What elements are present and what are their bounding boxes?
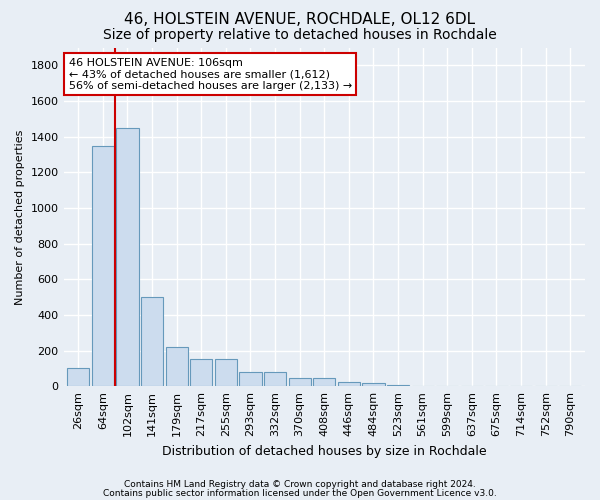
Bar bbox=[215, 358, 237, 386]
Bar bbox=[190, 358, 212, 386]
Bar bbox=[264, 372, 286, 386]
Y-axis label: Number of detached properties: Number of detached properties bbox=[15, 129, 25, 304]
Bar bbox=[362, 383, 385, 386]
Text: 46, HOLSTEIN AVENUE, ROCHDALE, OL12 6DL: 46, HOLSTEIN AVENUE, ROCHDALE, OL12 6DL bbox=[124, 12, 476, 28]
Bar bbox=[289, 378, 311, 386]
Bar bbox=[166, 347, 188, 386]
Text: Contains public sector information licensed under the Open Government Licence v3: Contains public sector information licen… bbox=[103, 488, 497, 498]
Bar bbox=[92, 146, 114, 386]
Bar bbox=[313, 378, 335, 386]
Text: Size of property relative to detached houses in Rochdale: Size of property relative to detached ho… bbox=[103, 28, 497, 42]
X-axis label: Distribution of detached houses by size in Rochdale: Distribution of detached houses by size … bbox=[162, 444, 487, 458]
Text: 46 HOLSTEIN AVENUE: 106sqm
← 43% of detached houses are smaller (1,612)
56% of s: 46 HOLSTEIN AVENUE: 106sqm ← 43% of deta… bbox=[69, 58, 352, 91]
Bar bbox=[141, 297, 163, 386]
Bar bbox=[67, 368, 89, 386]
Text: Contains HM Land Registry data © Crown copyright and database right 2024.: Contains HM Land Registry data © Crown c… bbox=[124, 480, 476, 489]
Bar bbox=[338, 382, 360, 386]
Bar bbox=[239, 372, 262, 386]
Bar bbox=[116, 128, 139, 386]
